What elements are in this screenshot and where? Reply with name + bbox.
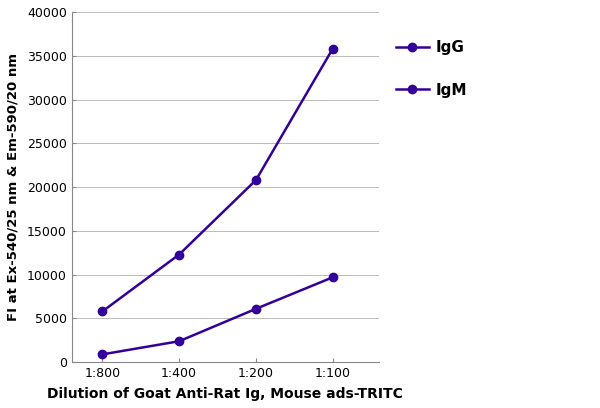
Y-axis label: FI at Ex-540/25 nm & Em-590/20 nm: FI at Ex-540/25 nm & Em-590/20 nm xyxy=(7,53,20,321)
IgG xyxy=(253,177,260,182)
Line: IgG: IgG xyxy=(98,44,337,316)
X-axis label: Dilution of Goat Anti-Rat Ig, Mouse ads-TRITC: Dilution of Goat Anti-Rat Ig, Mouse ads-… xyxy=(47,387,403,401)
IgM xyxy=(329,275,337,280)
Legend: IgG, IgM: IgG, IgM xyxy=(392,37,470,101)
IgM xyxy=(176,339,183,344)
IgG xyxy=(99,309,106,314)
IgG xyxy=(329,46,337,51)
IgM xyxy=(99,352,106,357)
Line: IgM: IgM xyxy=(98,273,337,359)
IgG xyxy=(176,252,183,257)
IgM xyxy=(253,306,260,311)
